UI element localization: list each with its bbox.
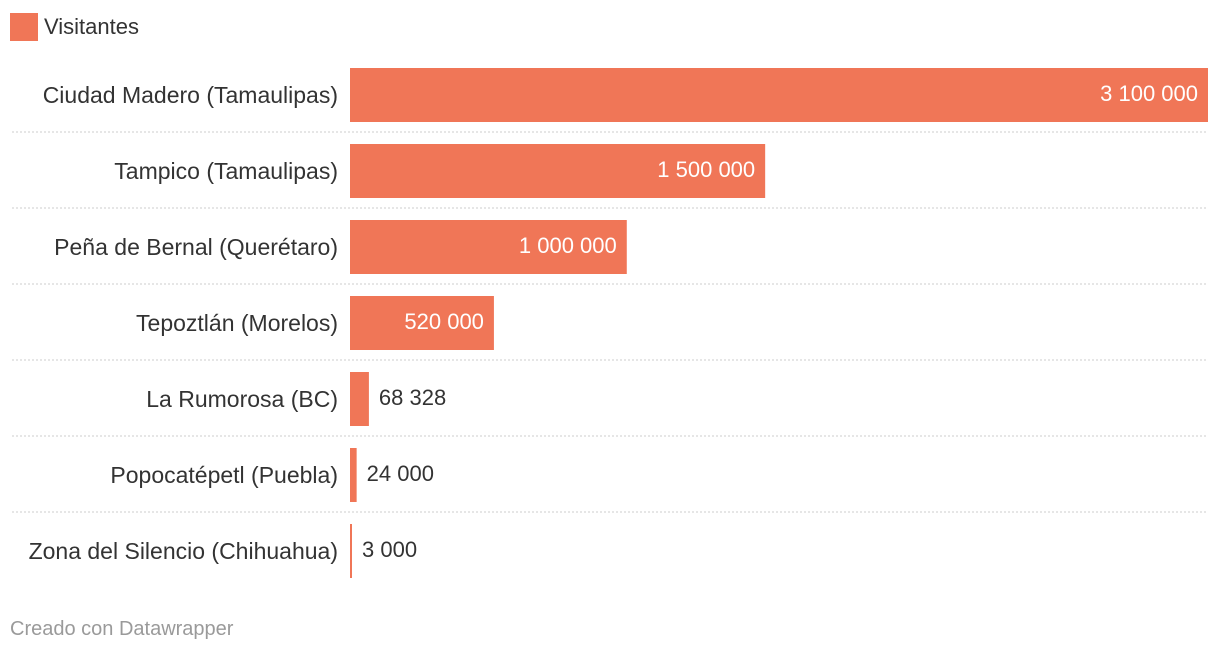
category-label: Ciudad Madero (Tamaulipas) [43,82,338,108]
value-label: 68 328 [379,385,446,410]
bar[interactable] [350,144,766,198]
value-label: 3 100 000 [1100,81,1198,106]
footer-credit[interactable]: Creado con Datawrapper [10,618,234,640]
bar[interactable] [350,372,369,426]
category-label: Tampico (Tamaulipas) [114,158,338,184]
value-label: 1 000 000 [519,233,617,258]
category-label: Zona del Silencio (Chihuahua) [29,538,338,564]
category-label: Peña de Bernal (Querétaro) [54,234,338,260]
legend-swatch [10,13,38,41]
bar[interactable] [350,296,494,350]
legend: Visitantes [10,12,139,42]
category-label: Popocatépetl (Puebla) [110,462,338,488]
value-label: 520 000 [404,309,484,334]
value-label: 1 500 000 [657,157,755,182]
bar[interactable] [350,220,627,274]
bar[interactable] [350,524,352,578]
category-label: Tepoztlán (Morelos) [136,310,338,336]
bar[interactable] [350,68,1208,122]
value-label: 24 000 [367,461,434,486]
bar[interactable] [350,448,357,502]
legend-label: Visitantes [44,14,139,39]
category-label: La Rumorosa (BC) [146,386,338,412]
value-label: 3 000 [362,537,417,562]
